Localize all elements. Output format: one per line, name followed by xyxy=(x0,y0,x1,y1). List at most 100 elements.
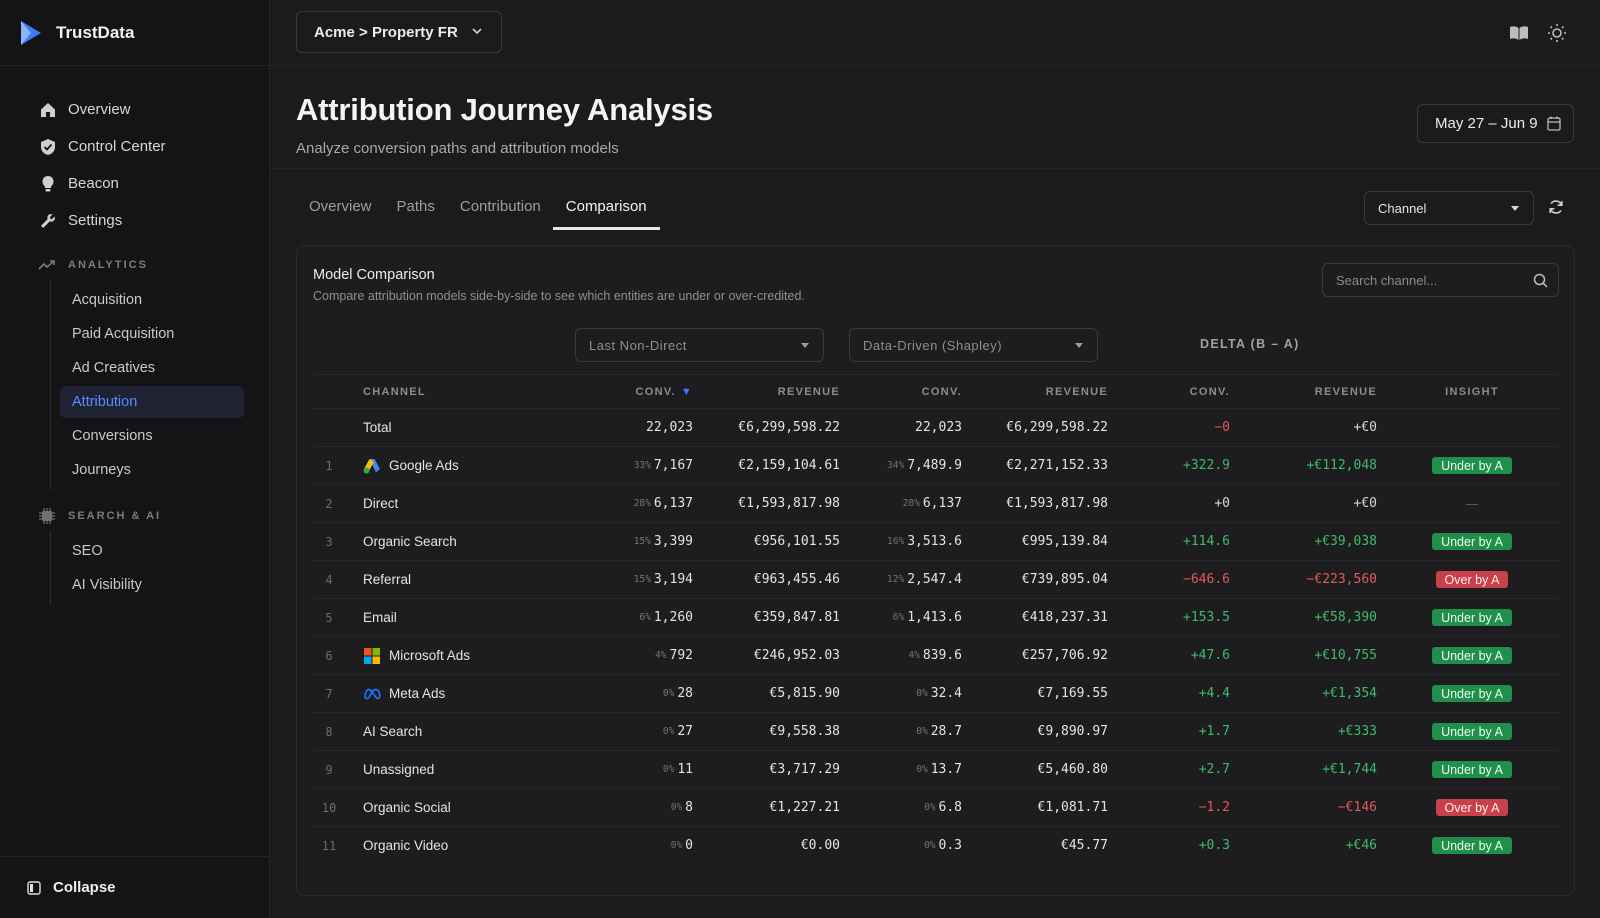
insight-cell: Over by A xyxy=(1427,789,1517,826)
brand[interactable]: TrustData xyxy=(0,0,269,66)
conv-a-value: 6,137 xyxy=(653,496,693,511)
analytics-subnav: Acquisition Paid Acquisition Ad Creative… xyxy=(50,280,269,490)
model-b-select[interactable]: Data-Driven (Shapley) xyxy=(849,328,1098,362)
share-b: 4% xyxy=(908,650,920,661)
tab-comparison[interactable]: Comparison xyxy=(552,190,660,230)
channel-cell: Organic Social xyxy=(363,789,583,826)
insight-cell: Under by A xyxy=(1427,751,1517,788)
conv-a-value: 11 xyxy=(677,762,693,777)
chip-icon xyxy=(38,507,58,525)
table-row[interactable]: 7 Meta Ads 0% 28 €5,815.90 0% 32.4 €7,169.55 +4.… xyxy=(313,674,1559,712)
revenue-b-cell: €9,890.97 xyxy=(1037,724,1108,739)
sidebar-item-ai-visibility[interactable]: AI Visibility xyxy=(72,577,142,593)
total-delta-conv: −0 xyxy=(1214,420,1230,435)
share-b: 0% xyxy=(916,764,928,775)
insight-badge: Over by A xyxy=(1435,799,1509,816)
table-row[interactable]: 9 Unassigned 0% 11 €3,717.29 0% 13.7 €5,460.80 +… xyxy=(313,750,1559,788)
tab-paths[interactable]: Paths xyxy=(396,198,435,215)
dimension-select[interactable]: Channel xyxy=(1364,191,1534,225)
sidebar-item-beacon[interactable]: Beacon xyxy=(0,165,269,202)
sidebar-item-ad-creatives[interactable]: Ad Creatives xyxy=(72,360,156,376)
insight-badge: — xyxy=(1465,496,1479,511)
conv-b-cell: 12% 2,547.4 xyxy=(842,561,962,598)
sidebar-item-label: Beacon xyxy=(68,175,119,192)
delta-conv-cell: −1.2 xyxy=(1198,800,1230,815)
table-row[interactable]: 3 Organic Search 15% 3,399 €956,101.55 16% 3,5… xyxy=(313,522,1559,560)
model-a-select[interactable]: Last Non-Direct xyxy=(575,328,824,362)
sidebar-item-paid-acquisition[interactable]: Paid Acquisition xyxy=(72,326,175,342)
delta-revenue-cell: +€333 xyxy=(1337,724,1377,739)
channel-name: Meta Ads xyxy=(389,686,446,701)
table-row[interactable]: 1 Google Ads 33% 7,167 €2,159,104.61 34% 7,489… xyxy=(313,446,1559,484)
topbar: Acme > Property FR xyxy=(270,0,1600,66)
table-row[interactable]: 11 Organic Video 0% 0 €0.00 0% 0.3 €45.77 +0.3 +€… xyxy=(313,826,1559,864)
insight-badge: Over by A xyxy=(1435,571,1509,588)
table-row[interactable]: 10 Organic Social 0% 8 €1,227.21 0% 6.8 €1,081.… xyxy=(313,788,1559,826)
insight-cell: Over by A xyxy=(1427,561,1517,598)
sidebar-item-settings[interactable]: Settings xyxy=(0,202,269,239)
lightbulb-icon xyxy=(38,174,58,194)
table-row[interactable]: 4 Referral 15% 3,194 €963,455.46 12% 2,547.4 €7… xyxy=(313,560,1559,598)
row-index: 4 xyxy=(325,572,333,587)
insight-badge: Under by A xyxy=(1432,533,1512,550)
col-delta-conv[interactable]: CONV. xyxy=(1189,385,1230,398)
book-icon[interactable] xyxy=(1508,22,1530,44)
conv-a-value: 792 xyxy=(669,648,693,663)
conv-b-value: 7,489.9 xyxy=(907,458,962,473)
sidebar: TrustData Overview Control Center Beacon… xyxy=(0,0,270,918)
google-ads-logo-icon xyxy=(363,457,381,475)
card-title: Model Comparison xyxy=(313,267,435,283)
search-icon[interactable] xyxy=(1533,273,1548,288)
col-conv-b[interactable]: CONV. xyxy=(921,385,962,398)
share-b: 34% xyxy=(887,460,905,471)
share-a: 15% xyxy=(633,536,651,547)
conv-a-value: 0 xyxy=(685,838,693,853)
conv-b-value: 28.7 xyxy=(930,724,962,739)
conv-b-value: 0.3 xyxy=(938,838,962,853)
search-input[interactable] xyxy=(1323,272,1523,288)
col-revenue-b[interactable]: REVENUE xyxy=(1045,385,1108,398)
caret-down-icon xyxy=(1075,343,1083,348)
sidebar-item-attribution[interactable]: Attribution xyxy=(60,386,244,418)
col-channel[interactable]: CHANNEL xyxy=(363,385,426,398)
delta-revenue-cell: +€0 xyxy=(1353,496,1377,511)
section-search-ai: SEARCH & AI xyxy=(0,501,269,531)
table-row[interactable]: 6 Microsoft Ads 4% 792 €246,952.03 4% 839.6 €25… xyxy=(313,636,1559,674)
sidebar-item-acquisition[interactable]: Acquisition xyxy=(72,292,143,308)
search-ai-subnav: SEO AI Visibility xyxy=(50,531,269,605)
share-a: 0% xyxy=(662,688,675,699)
col-conv-a[interactable]: CONV. ▼ xyxy=(513,375,693,408)
sidebar-item-journeys[interactable]: Journeys xyxy=(72,462,131,478)
revenue-a-cell: €963,455.46 xyxy=(753,572,840,587)
col-delta-revenue[interactable]: REVENUE xyxy=(1314,385,1377,398)
property-selector[interactable]: Acme > Property FR xyxy=(296,11,502,53)
sidebar-item-conversions[interactable]: Conversions xyxy=(72,428,153,444)
model-b-value: Data-Driven (Shapley) xyxy=(863,337,1003,353)
insight-badge: Under by A xyxy=(1432,837,1512,854)
revenue-a-cell: €2,159,104.61 xyxy=(738,458,840,473)
sidebar-item-overview[interactable]: Overview xyxy=(0,91,269,128)
table-row[interactable]: 2 Direct 28% 6,137 €1,593,817.98 28% 6,137 €1,5… xyxy=(313,484,1559,522)
date-range-picker[interactable]: May 27 – Jun 9 xyxy=(1417,104,1574,143)
sun-icon[interactable] xyxy=(1546,22,1568,44)
row-index: 8 xyxy=(325,724,333,739)
tab-overview[interactable]: Overview xyxy=(309,198,372,215)
sidebar-item-control-center[interactable]: Control Center xyxy=(0,128,269,165)
refresh-icon[interactable] xyxy=(1548,199,1564,218)
sidebar-item-label: Control Center xyxy=(68,138,166,155)
channel-cell: Google Ads xyxy=(363,447,583,484)
col-insight: INSIGHT xyxy=(1445,385,1499,398)
sidebar-item-seo[interactable]: SEO xyxy=(72,543,103,559)
revenue-a-cell: €1,593,817.98 xyxy=(738,496,840,511)
col-revenue-a[interactable]: REVENUE xyxy=(777,385,840,398)
row-index: 9 xyxy=(325,762,333,777)
delta-revenue-cell: +€10,755 xyxy=(1314,648,1377,663)
collapse-button[interactable]: Collapse xyxy=(0,856,270,918)
channel-cell: Organic Search xyxy=(363,523,583,560)
delta-revenue-cell: +€46 xyxy=(1345,838,1377,853)
share-b: 0% xyxy=(924,802,936,813)
tab-contribution[interactable]: Contribution xyxy=(459,198,541,215)
table-row[interactable]: 5 Email 6% 1,260 €359,847.81 6% 1,413.6 €418,23… xyxy=(313,598,1559,636)
row-index: 7 xyxy=(325,686,333,701)
table-row[interactable]: 8 AI Search 0% 27 €9,558.38 0% 28.7 €9,890.97 +1… xyxy=(313,712,1559,750)
